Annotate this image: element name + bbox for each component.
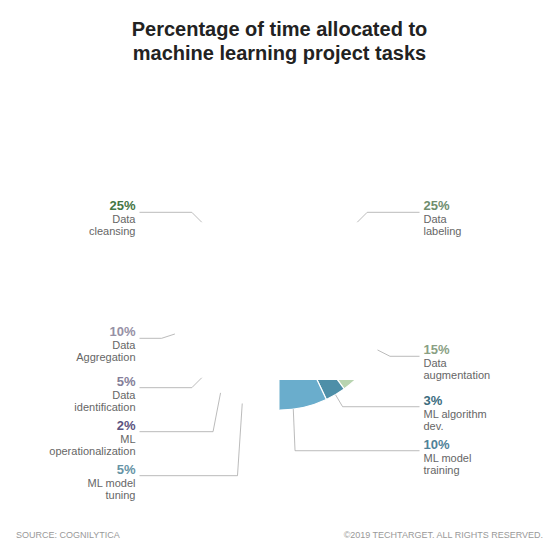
- category-label: MLoperationalization: [49, 433, 135, 457]
- value-label: 25%: [109, 198, 135, 213]
- title: Percentage of time allocated tomachine l…: [132, 18, 428, 64]
- category-label-line: Data: [424, 213, 448, 225]
- category-label-line: labeling: [424, 225, 462, 237]
- category-label-line: tuning: [106, 489, 136, 501]
- leader-line: [378, 350, 420, 356]
- category-label-line: cleansing: [89, 225, 135, 237]
- category-label-line: Data: [112, 389, 136, 401]
- category-label: Datalabeling: [424, 213, 462, 237]
- value-label: 5%: [117, 462, 136, 477]
- value-label: 15%: [424, 342, 450, 357]
- category-label-line: training: [424, 464, 460, 476]
- value-label: 2%: [117, 418, 136, 433]
- category-label-line: ML: [120, 433, 135, 445]
- slice: [280, 380, 327, 410]
- labels: 25%Datalabeling15%Dataaugmentation3%ML a…: [49, 198, 490, 500]
- category-label-line: augmentation: [424, 369, 491, 381]
- value-label: 10%: [424, 437, 450, 452]
- category-label: Datacleansing: [89, 213, 136, 237]
- value-label: 5%: [117, 374, 136, 389]
- category-label-line: ML algorithm: [424, 408, 487, 420]
- category-label: Dataaugmentation: [424, 357, 491, 381]
- leader-line: [140, 393, 221, 432]
- category-label-line: Data: [112, 339, 136, 351]
- leader-line: [140, 334, 175, 338]
- category-label-line: Data: [424, 357, 448, 369]
- slices: [280, 380, 390, 410]
- leader-line: [140, 403, 243, 475]
- value-label: 3%: [424, 393, 443, 408]
- category-label-line: operationalization: [49, 445, 135, 457]
- category-label-line: identification: [74, 401, 135, 413]
- leader-line: [140, 378, 202, 388]
- category-label-line: ML model: [88, 477, 136, 489]
- category-label: ML algorithmdev.: [424, 408, 487, 432]
- category-label: ML modeltraining: [424, 452, 472, 476]
- category-label: ML modeltuning: [88, 477, 136, 501]
- category-label: DataAggregation: [76, 339, 136, 363]
- title-line: Percentage of time allocated to: [132, 18, 428, 40]
- leader-line: [335, 395, 419, 407]
- value-label: 10%: [109, 324, 135, 339]
- category-label-line: Aggregation: [76, 351, 135, 363]
- footer-right: ©2019 TECHTARGET. ALL RIGHTS RESERVED.: [344, 530, 543, 540]
- leader-line: [293, 409, 419, 451]
- category-label-line: dev.: [424, 420, 444, 432]
- title-line: machine learning project tasks: [133, 42, 426, 64]
- category-label-line: Data: [112, 213, 136, 225]
- leader-line: [357, 212, 419, 222]
- chart: Percentage of time allocated tomachine l…: [0, 0, 559, 552]
- value-label: 25%: [424, 198, 450, 213]
- leader-line: [140, 212, 202, 222]
- category-label-line: ML model: [424, 452, 472, 464]
- footer-left: SOURCE: COGNILYTICA: [16, 530, 120, 540]
- category-label: Dataidentification: [74, 389, 136, 413]
